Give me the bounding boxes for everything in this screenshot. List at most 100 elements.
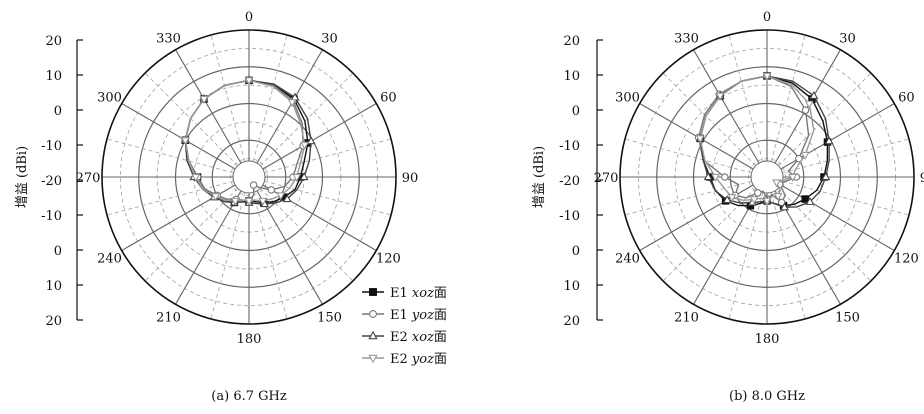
data-point: [199, 95, 209, 105]
data-point: [287, 99, 297, 108]
data-point: [720, 173, 729, 181]
grid-spoke: [774, 49, 841, 164]
angle-tick-label: 0: [245, 10, 253, 25]
data-point: [715, 92, 725, 101]
angle-tick-label: 240: [97, 252, 122, 267]
r-axis-tick-label: -10: [41, 209, 62, 224]
grid-spoke: [693, 190, 760, 305]
angle-tick-label: 300: [97, 91, 122, 106]
grid-spoke: [256, 49, 323, 164]
y-axis-label: 增益 (dBi): [15, 146, 30, 208]
data-point: [711, 173, 721, 182]
y-axis-label: 增益 (dBi): [532, 146, 547, 208]
center-circle: [750, 160, 784, 194]
data-point: [804, 100, 814, 109]
data-point: [801, 195, 809, 203]
legend: E1 xoz面 E1 yoz面 E2 xoz面 E2 yoz面: [362, 286, 447, 367]
grid-spoke: [728, 192, 764, 320]
grid-spoke: [121, 103, 236, 170]
angle-tick-label: 330: [156, 32, 181, 47]
angle-tick-label: 180: [755, 332, 780, 347]
series-3: [180, 77, 310, 206]
r-axis-tick-label: -10: [559, 209, 580, 224]
grid-spoke: [693, 49, 760, 164]
r-axis-tick-label: 20: [563, 34, 580, 49]
angle-tick-label: 270: [76, 171, 101, 186]
grid-spoke: [662, 187, 757, 282]
data-point: [299, 172, 309, 181]
angle-tick-label: 330: [674, 32, 699, 47]
data-point: [211, 193, 221, 202]
grid-spoke: [624, 180, 752, 216]
panel-caption: (b) 8.0 GHz: [729, 389, 805, 404]
grid-spoke: [259, 72, 354, 167]
legend-marker: [369, 310, 377, 318]
r-axis-tick-label: -20: [41, 174, 62, 189]
data-point: [722, 194, 732, 204]
r-axis-tick-label: 10: [563, 279, 580, 294]
angle-tick-label: 90: [920, 171, 924, 186]
outer-circle: [101, 29, 397, 325]
data-point: [821, 172, 831, 181]
data-point: [801, 106, 810, 114]
data-point: [258, 197, 268, 206]
grid-spoke: [624, 138, 752, 174]
angle-tick-label: 30: [839, 32, 856, 47]
grid-spoke: [728, 34, 764, 162]
angle-tick-label: 120: [376, 252, 401, 267]
data-point: [695, 135, 705, 144]
grid-spoke: [106, 138, 234, 174]
legend-label: E2 xoz面: [390, 330, 447, 345]
data-point: [772, 179, 781, 188]
grid-spoke: [777, 187, 872, 282]
data-point: [282, 194, 292, 203]
angle-tick-label: 90: [402, 171, 419, 186]
grid-spoke: [256, 190, 323, 305]
grid-spoke: [210, 192, 246, 320]
grid-spoke: [175, 49, 242, 164]
r-axis-tick-label: 0: [572, 104, 580, 119]
data-point: [267, 186, 276, 194]
angle-tick-label: 60: [898, 91, 915, 106]
outer-circle: [619, 29, 915, 325]
grid-spoke: [144, 187, 239, 282]
r-axis-tick-label: -10: [559, 139, 580, 154]
data-point: [180, 137, 190, 146]
grid-spoke: [782, 138, 910, 174]
legend-label: E1 yoz面: [390, 308, 447, 323]
data-point: [780, 202, 789, 211]
grid-spoke: [770, 192, 806, 320]
r-axis-tick-label: 10: [45, 279, 62, 294]
grid-spoke: [264, 180, 392, 216]
angle-tick-label: 60: [380, 91, 397, 106]
data-point: [292, 173, 302, 182]
angle-tick-label: 30: [321, 32, 338, 47]
legend-label: E1 xoz面: [390, 286, 447, 301]
polar-panel-1: 0 30 60 90 120 150 180 210 240 270 300 330 20 10 0 -10 -…: [532, 10, 924, 404]
r-axis-tick-label: -20: [559, 174, 580, 189]
r-axis-tick-label: -10: [41, 139, 62, 154]
data-point: [800, 151, 810, 160]
data-point: [230, 197, 240, 206]
data-point: [805, 196, 815, 205]
r-axis-tick-label: 10: [45, 69, 62, 84]
series-3: [695, 72, 815, 206]
angle-tick-label: 240: [615, 252, 640, 267]
data-point: [773, 192, 783, 202]
grid-spoke: [259, 187, 354, 282]
angle-tick-label: 150: [835, 310, 860, 325]
angle-tick-label: 270: [594, 171, 619, 186]
data-point: [788, 173, 798, 182]
grid-spoke: [770, 34, 806, 162]
r-axis-tick-label: 20: [45, 314, 62, 329]
angle-tick-label: 180: [237, 332, 262, 347]
data-point: [191, 173, 201, 182]
grid-spoke: [106, 180, 234, 216]
legend-marker: [368, 330, 378, 340]
grid-spoke: [780, 184, 895, 251]
data-point: [244, 197, 254, 206]
data-point: [762, 72, 772, 81]
legend-label: E2 yoz面: [390, 352, 447, 367]
data-point: [727, 194, 737, 203]
